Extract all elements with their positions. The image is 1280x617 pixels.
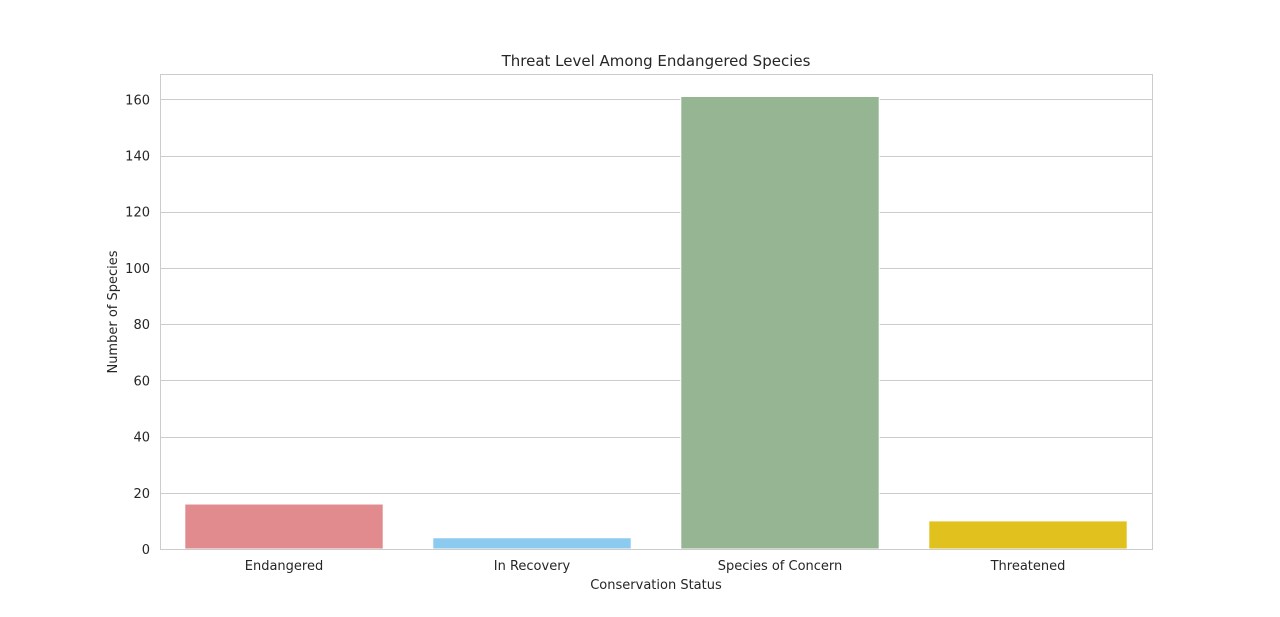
x-tick-label: Endangered: [245, 559, 323, 574]
plot-frame: [160, 74, 1153, 550]
chart-title: Threat Level Among Endangered Species: [501, 52, 811, 70]
bar-species-of-concern: [680, 95, 880, 550]
bar-endangered: [184, 503, 384, 550]
y-tick-label: 120: [125, 206, 150, 221]
y-tick-label: 140: [125, 150, 150, 165]
grid-lines: [160, 99, 1152, 550]
bars: [184, 95, 1128, 550]
y-tick-label: 20: [133, 487, 150, 502]
x-tick-label: In Recovery: [494, 559, 571, 574]
bar-threatened: [928, 520, 1128, 550]
x-axis-label: Conservation Status: [590, 578, 722, 593]
x-tick-label: Species of Concern: [718, 559, 843, 574]
y-tick-labels: 0 20 40 60 80 100 120 140 160: [125, 93, 150, 558]
y-tick-label: 100: [125, 262, 150, 277]
bar-in-recovery: [432, 537, 632, 550]
x-tick-label: Threatened: [990, 559, 1066, 574]
x-tick-labels: Endangered In Recovery Species of Concern T…: [245, 559, 1066, 574]
y-tick-label: 0: [142, 543, 150, 558]
y-tick-label: 60: [133, 374, 150, 389]
y-axis-label: Number of Species: [106, 250, 121, 373]
y-tick-label: 40: [133, 431, 150, 446]
y-tick-label: 160: [125, 93, 150, 108]
y-tick-label: 80: [133, 318, 150, 333]
